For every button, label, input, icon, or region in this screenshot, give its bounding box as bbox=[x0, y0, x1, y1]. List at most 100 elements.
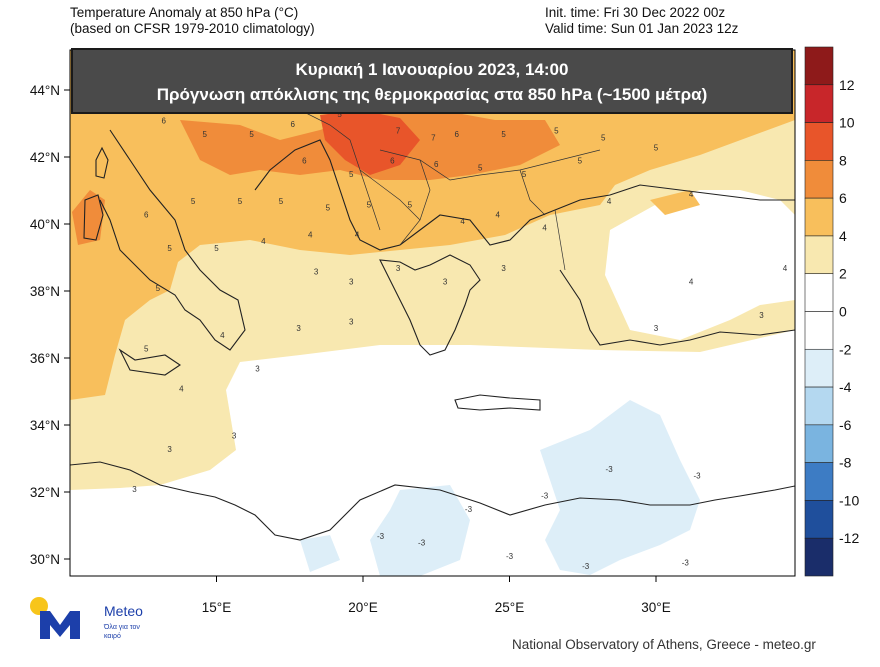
colorbar-label: 10 bbox=[839, 115, 855, 131]
contour-value: 5 bbox=[156, 284, 161, 293]
contour-value: 5 bbox=[349, 170, 354, 179]
valid-time: Valid time: Sun 01 Jan 2023 12z bbox=[545, 21, 739, 36]
anomaly-6-8-area-west bbox=[72, 190, 105, 245]
contour-value: 3 bbox=[501, 264, 506, 273]
colorbar-segment bbox=[804, 160, 834, 199]
colorbar: 12 10 8 6 4 2 0 -2 -4 -6 -8 -10 -12 bbox=[804, 46, 859, 577]
colorbar-label: -8 bbox=[839, 455, 852, 471]
contour-value: 4 bbox=[800, 197, 805, 206]
colorbar-segment bbox=[804, 348, 834, 388]
colorbar-segment bbox=[804, 122, 834, 161]
lat-label: 34°N bbox=[30, 418, 60, 433]
contour-value: 6 bbox=[434, 160, 439, 169]
forecast-banner: Κυριακή 1 Ιανουαρίου 2023, 14:00 Πρόγνωσ… bbox=[71, 48, 793, 114]
colorbar-label: -6 bbox=[839, 417, 852, 433]
contour-value: 6 bbox=[302, 157, 307, 166]
map-panel[interactable]: 6556567765555656655565555554444445544433… bbox=[70, 50, 805, 576]
colorbar-label: -12 bbox=[839, 530, 859, 546]
contour-value: 3 bbox=[759, 311, 764, 320]
anomaly-4-6-area-east bbox=[650, 190, 700, 215]
contour-value: 4 bbox=[355, 230, 360, 239]
contour-value: 5 bbox=[337, 110, 342, 119]
title-line-2: (based on CFSR 1979-2010 climatology) bbox=[70, 21, 315, 36]
contour-value: 3 bbox=[443, 277, 448, 286]
contour-value: -3 bbox=[682, 559, 690, 568]
contour-value: -3 bbox=[377, 532, 385, 541]
contour-value: 4 bbox=[308, 230, 313, 239]
colorbar-label: -10 bbox=[839, 492, 859, 508]
contour-value: 4 bbox=[179, 385, 184, 394]
colorbar-segment bbox=[804, 424, 834, 463]
contour-value: 5 bbox=[249, 130, 254, 139]
anomaly-negative-area-2 bbox=[370, 485, 470, 576]
contour-value: 4 bbox=[689, 277, 694, 286]
contour-value: 4 bbox=[496, 210, 501, 219]
contour-value: 5 bbox=[578, 157, 583, 166]
contour-value: 3 bbox=[132, 485, 137, 494]
anomaly-negative-area-1 bbox=[540, 400, 700, 575]
logo-name: Meteo bbox=[104, 603, 143, 619]
contour-value: 5 bbox=[522, 170, 527, 179]
contour-value: 6 bbox=[390, 157, 395, 166]
meteo-logo[interactable]: Meteo Όλα για τον καιρό bbox=[30, 597, 160, 647]
anomaly-8-10-area bbox=[320, 110, 420, 175]
contour-value: 4 bbox=[689, 190, 694, 199]
lon-label: 20°E bbox=[348, 600, 377, 615]
contour-value: 3 bbox=[654, 324, 659, 333]
colorbar-label: -2 bbox=[839, 341, 852, 357]
lat-label: 38°N bbox=[30, 284, 60, 299]
lat-ticks: 44°N 42°N 40°N 38°N 36°N 34°N 32°N 30°N bbox=[30, 83, 70, 567]
contour-value: -3 bbox=[693, 472, 701, 481]
colorbar-segment bbox=[804, 500, 834, 539]
colorbar-segment bbox=[804, 197, 834, 237]
contour-value: 5 bbox=[279, 197, 284, 206]
contour-value: 3 bbox=[255, 364, 260, 373]
colorbar-segment bbox=[804, 235, 834, 275]
lon-ticks: 15°E 20°E 25°E 30°E bbox=[202, 576, 671, 615]
contour-value: 3 bbox=[396, 264, 401, 273]
init-time: Init. time: Fri 30 Dec 2022 00z bbox=[545, 5, 726, 20]
contour-value: 5 bbox=[214, 244, 219, 253]
lon-label: 30°E bbox=[641, 600, 670, 615]
lat-label: 42°N bbox=[30, 150, 60, 165]
contour-value: 5 bbox=[601, 133, 606, 142]
lon-label: 15°E bbox=[202, 600, 231, 615]
contour-value: 7 bbox=[431, 133, 436, 142]
colorbar-segment bbox=[804, 46, 834, 86]
contour-value: 6 bbox=[144, 210, 149, 219]
contour-value: 4 bbox=[607, 197, 612, 206]
colorbar-label: -4 bbox=[839, 379, 852, 395]
contour-value: 6 bbox=[290, 120, 295, 129]
banner-description: Πρόγνωση απόκλισης της θερμοκρασίας στα … bbox=[156, 85, 708, 104]
contour-value: -3 bbox=[541, 492, 549, 501]
lat-label: 30°N bbox=[30, 552, 60, 567]
colorbar-label: 0 bbox=[839, 304, 847, 320]
contour-value: 7 bbox=[396, 127, 401, 136]
footer-credit: National Observatory of Athens, Greece -… bbox=[512, 637, 816, 652]
contour-value: 5 bbox=[478, 163, 483, 172]
contour-value: 4 bbox=[542, 224, 547, 233]
colorbar-label: 6 bbox=[839, 190, 847, 206]
contour-value: 4 bbox=[460, 217, 465, 226]
lat-label: 32°N bbox=[30, 485, 60, 500]
colorbar-label: 2 bbox=[839, 266, 847, 282]
contour-value: 5 bbox=[238, 197, 243, 206]
coastlines bbox=[70, 129, 795, 541]
contour-value: 3 bbox=[296, 324, 301, 333]
contour-value: 5 bbox=[408, 200, 413, 209]
anomaly-negative-area-3 bbox=[300, 535, 340, 572]
contour-value: 5 bbox=[191, 197, 196, 206]
colorbar-label: 4 bbox=[839, 228, 847, 244]
contour-value: 5 bbox=[501, 130, 506, 139]
colorbar-segment bbox=[804, 386, 834, 426]
contour-value: -3 bbox=[465, 505, 473, 514]
time-info: Init. time: Fri 30 Dec 2022 00z Valid ti… bbox=[545, 5, 738, 37]
contour-value: -3 bbox=[418, 539, 426, 548]
chart-title: Temperature Anomaly at 850 hPa (°C) (bas… bbox=[70, 5, 315, 37]
contour-value: 5 bbox=[554, 127, 559, 136]
lat-label: 44°N bbox=[30, 83, 60, 98]
sun-icon bbox=[30, 597, 48, 615]
title-line-1: Temperature Anomaly at 850 hPa (°C) bbox=[70, 5, 299, 20]
colorbar-label: 8 bbox=[839, 152, 847, 168]
